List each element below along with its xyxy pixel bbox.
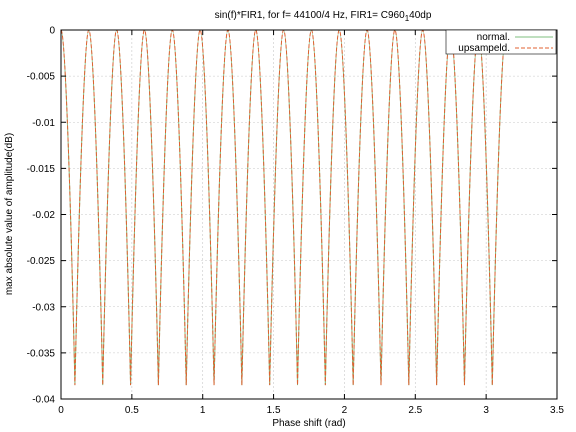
- legend-label-normal: normal.: [477, 32, 510, 43]
- legend-box: [445, 29, 557, 55]
- x-tick-label: 1.5: [267, 405, 281, 416]
- y-tick-label: -0.03: [32, 302, 55, 313]
- y-tick-label: -0.035: [27, 348, 56, 359]
- y-axis-label: max absolute value of amplitude(dB): [4, 133, 15, 295]
- x-tick-label: 2: [342, 405, 348, 416]
- x-tick-label: 3.5: [550, 405, 564, 416]
- x-tick-label: 3: [483, 405, 489, 416]
- y-tick-label: -0.025: [27, 256, 56, 267]
- y-tick-label: -0.02: [32, 210, 55, 221]
- ticks: 0 0.5 1 1.5 2 2.5 3 3.5 0 -0.005 -0.01 -0.015 -0.02 -…: [27, 26, 565, 417]
- x-tick-label: 2.5: [408, 405, 422, 416]
- chart-title: sin(f)*FIR1, for f= 44100/4 Hz, FIR1= C9…: [215, 10, 432, 23]
- x-axis-label: Phase shift (rad): [272, 418, 345, 429]
- x-tick-label: 1: [200, 405, 206, 416]
- chart-title-suffix: 40dp: [409, 10, 432, 21]
- y-tick-label: -0.005: [27, 72, 56, 83]
- x-tick-label: 0: [58, 405, 64, 416]
- chart-title-subscript: 1: [405, 14, 410, 23]
- y-tick-label: -0.04: [32, 395, 55, 406]
- y-tick-label: -0.015: [27, 164, 56, 175]
- y-tick-label: 0: [49, 26, 55, 37]
- x-tick-label: 0.5: [125, 405, 139, 416]
- legend-label-upsampeld: upsampeld.: [458, 43, 510, 54]
- legend: normal. upsampeld.: [445, 29, 557, 55]
- y-tick-label: -0.01: [32, 118, 55, 129]
